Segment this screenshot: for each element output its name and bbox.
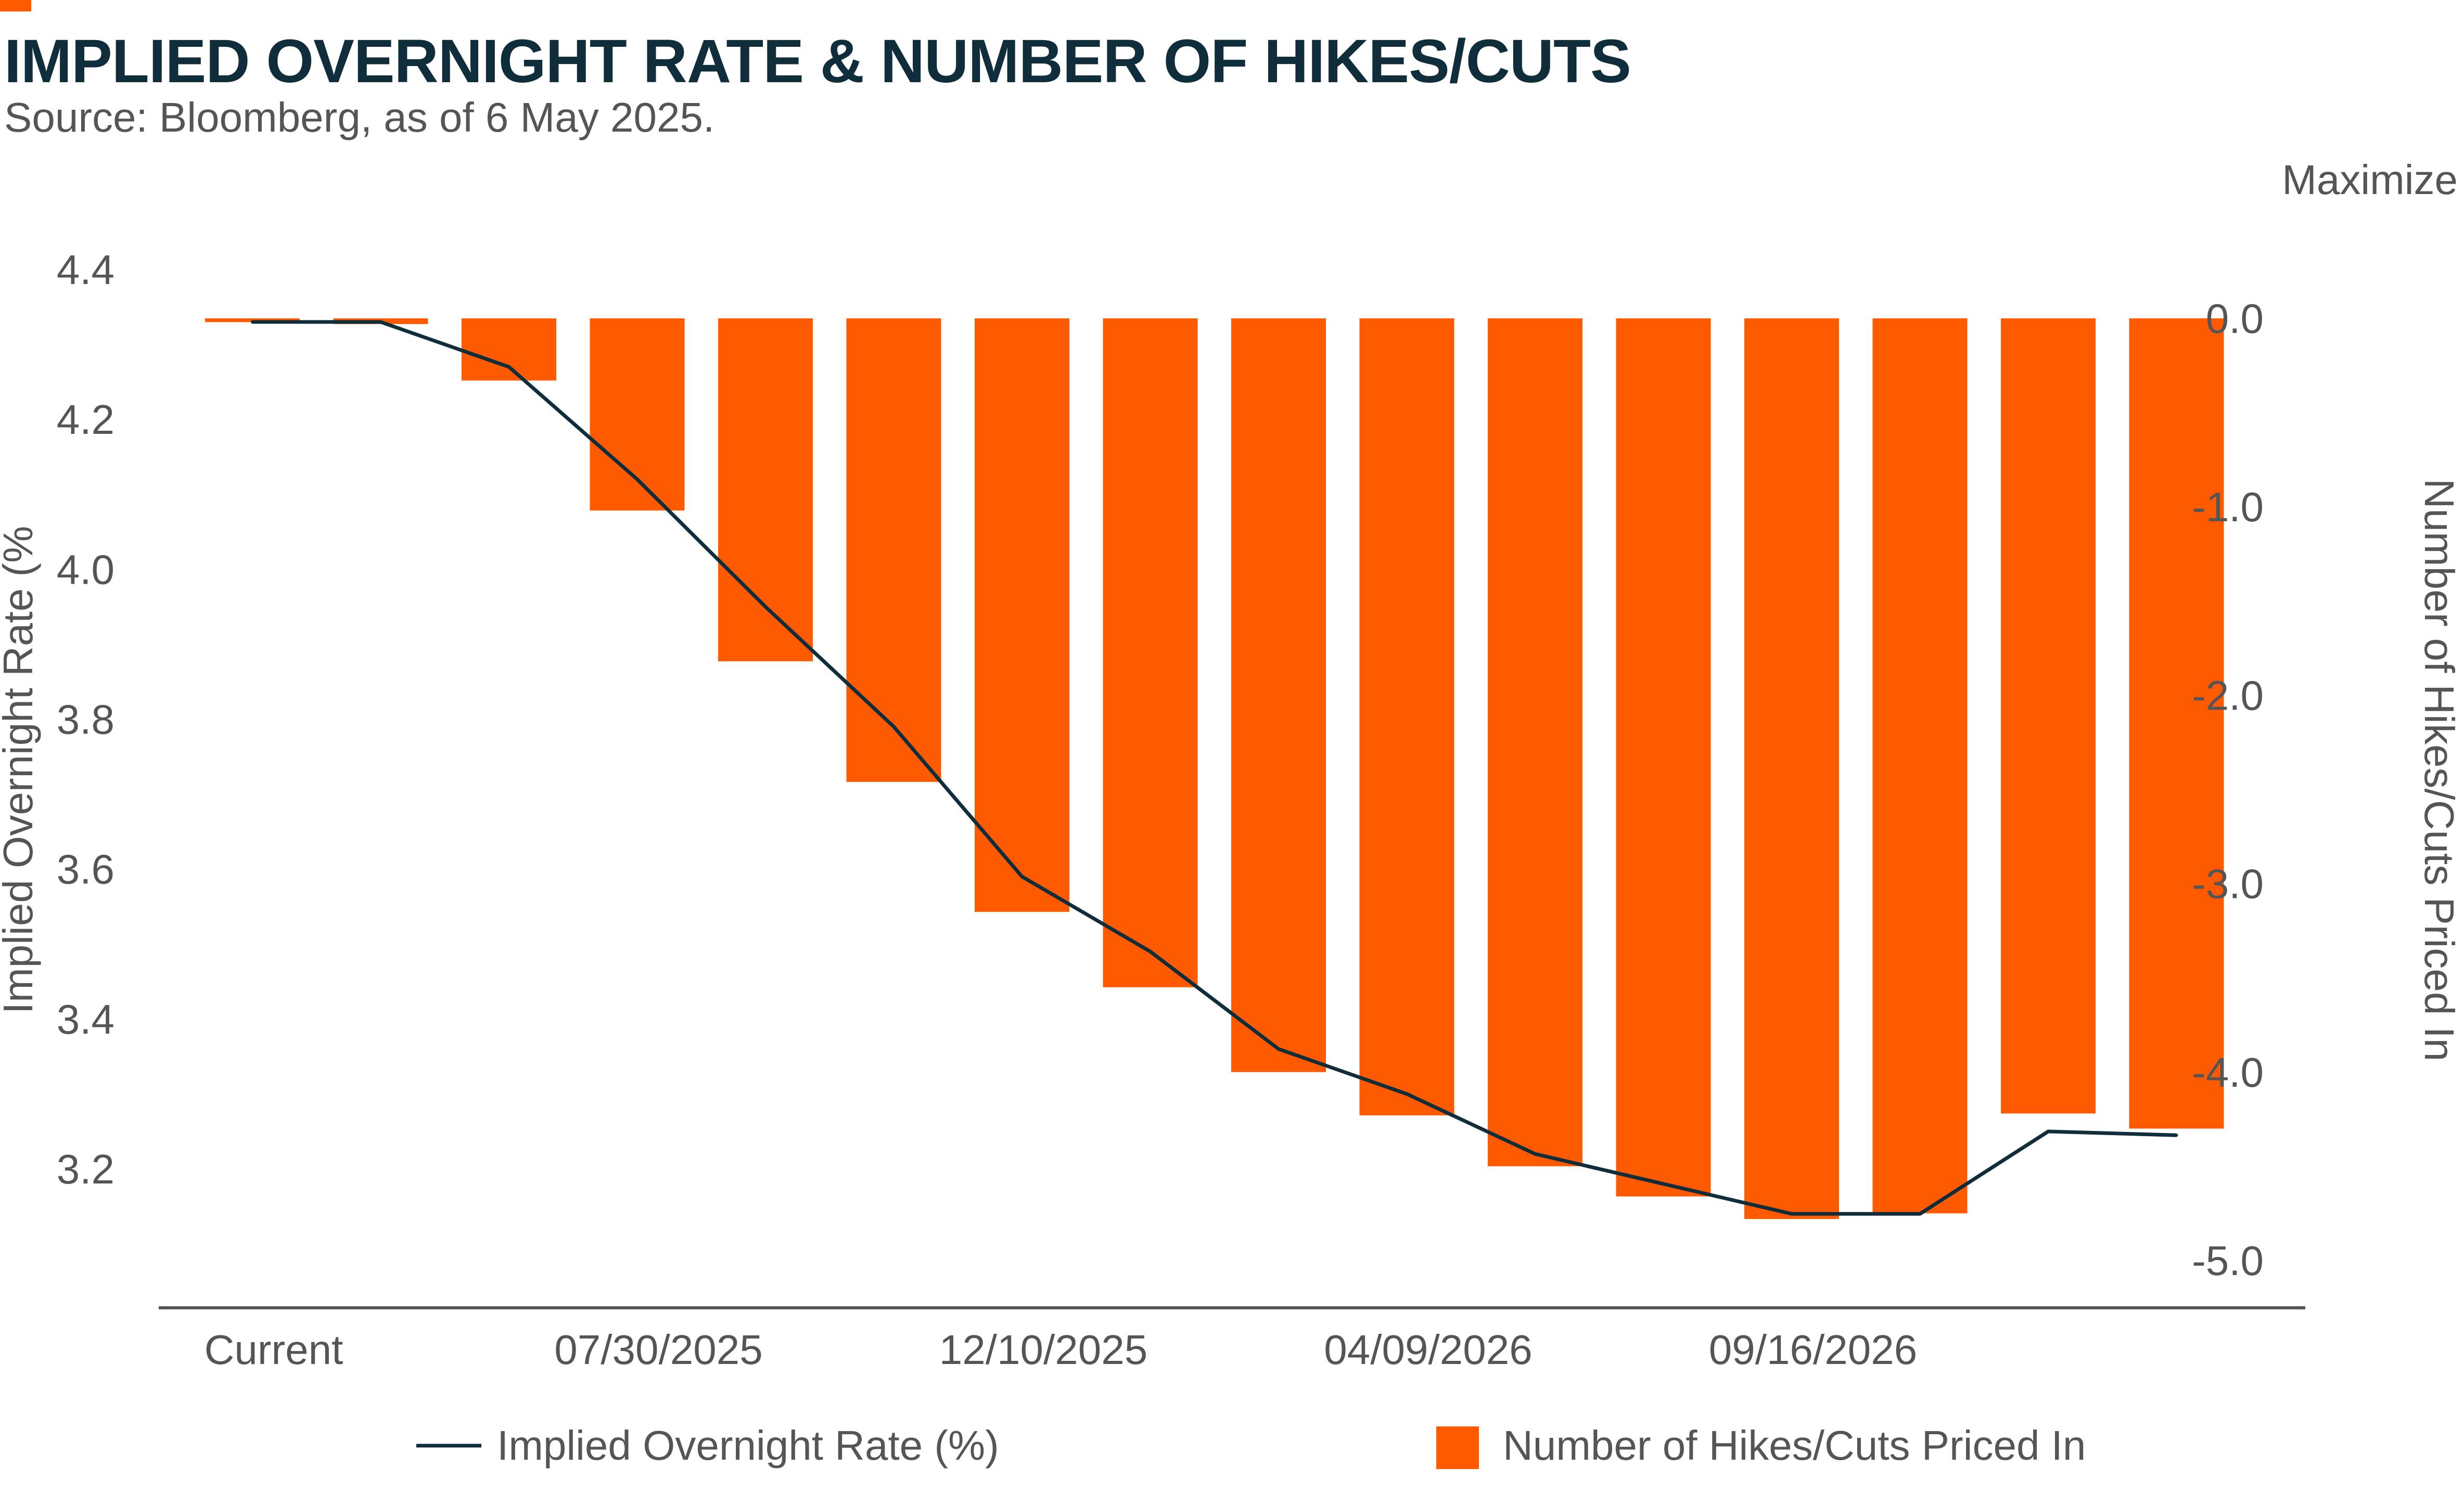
rate-point-1: [379, 320, 382, 324]
rate-point-12: [1790, 1212, 1793, 1216]
rate-point-9: [1405, 1092, 1409, 1096]
rate-point-0: [251, 320, 254, 324]
bar-15: [2129, 318, 2224, 1129]
left-tick-label: 4.0: [57, 546, 114, 593]
right-tick-label: -2.0: [2192, 672, 2264, 718]
rate-point-11: [1662, 1182, 1665, 1186]
left-tick-label: 3.8: [57, 697, 114, 743]
bar-13: [1872, 318, 1968, 1214]
right-tick-label: -4.0: [2192, 1049, 2264, 1096]
rate-point-7: [1148, 950, 1152, 954]
bars-group: [205, 318, 2224, 1219]
bar-9: [1359, 318, 1454, 1116]
right-tick-label: -3.0: [2192, 861, 2264, 907]
legend-bar-label: Number of Hikes/Cuts Priced In: [1503, 1422, 2086, 1469]
rate-point-5: [892, 725, 896, 728]
x-tick-label: Current: [205, 1327, 343, 1373]
left-axis-title: Implied Overnight Rate (%: [0, 526, 41, 1014]
bar-5: [846, 318, 941, 782]
bar-12: [1744, 318, 1839, 1219]
chart-title: IMPLIED OVERNIGHT RATE & NUMBER OF HIKES…: [4, 27, 1631, 96]
bar-6: [975, 318, 1069, 912]
x-axis-ticks: Current 07/30/2025 12/10/2025 04/09/2026 09/…: [205, 1327, 1918, 1373]
left-tick-label: 4.2: [57, 396, 114, 443]
right-axis-ticks: 0.0 -1.0 -2.0 -3.0 -4.0 -5.0: [2192, 295, 2264, 1284]
legend-line-label: Implied Overnight Rate (%): [497, 1422, 999, 1469]
maximize-button[interactable]: Maximize: [2282, 157, 2458, 203]
left-tick-label: 3.4: [57, 996, 114, 1042]
bar-14: [2001, 318, 2096, 1114]
rate-point-8: [1277, 1047, 1280, 1051]
line-group: [251, 320, 2178, 1216]
bar-4: [718, 318, 813, 662]
bar-11: [1616, 318, 1711, 1196]
right-axis-title: Number of Hikes/Cuts Priced In: [2416, 479, 2462, 1061]
bar-8: [1231, 318, 1326, 1072]
left-tick-label: 3.6: [57, 846, 114, 893]
rate-line: [252, 320, 2177, 1216]
right-tick-label: -1.0: [2192, 484, 2264, 530]
right-tick-label: 0.0: [2206, 295, 2264, 342]
x-tick-label: 07/30/2025: [554, 1327, 762, 1373]
legend: Implied Overnight Rate (%) Number of Hik…: [416, 1422, 2086, 1469]
rate-point-13: [1918, 1212, 1922, 1216]
x-tick-label: 04/09/2026: [1324, 1327, 1532, 1373]
rate-point-3: [635, 478, 639, 481]
bar-7: [1103, 318, 1198, 987]
rate-point-4: [764, 605, 767, 609]
bar-2: [462, 318, 556, 381]
rate-point-14: [2047, 1130, 2050, 1133]
legend-bar-swatch: [1436, 1426, 1479, 1469]
x-tick-label: 09/16/2026: [1709, 1327, 1917, 1373]
accent-mark: [0, 0, 31, 11]
rate-point-2: [507, 365, 510, 369]
left-tick-label: 4.4: [57, 247, 114, 293]
bar-10: [1488, 318, 1582, 1166]
rate-point-6: [1020, 875, 1024, 879]
chart-subtitle: Source: Bloomberg, as of 6 May 2025.: [4, 94, 715, 140]
left-axis-ticks: 4.4 4.2 4.0 3.8 3.6 3.4 3.2: [57, 247, 114, 1192]
rate-point-10: [1534, 1152, 1537, 1156]
left-tick-label: 3.2: [57, 1146, 114, 1192]
right-tick-label: -5.0: [2192, 1238, 2264, 1284]
x-tick-label: 12/10/2025: [939, 1327, 1147, 1373]
rate-point-15: [2175, 1134, 2178, 1137]
